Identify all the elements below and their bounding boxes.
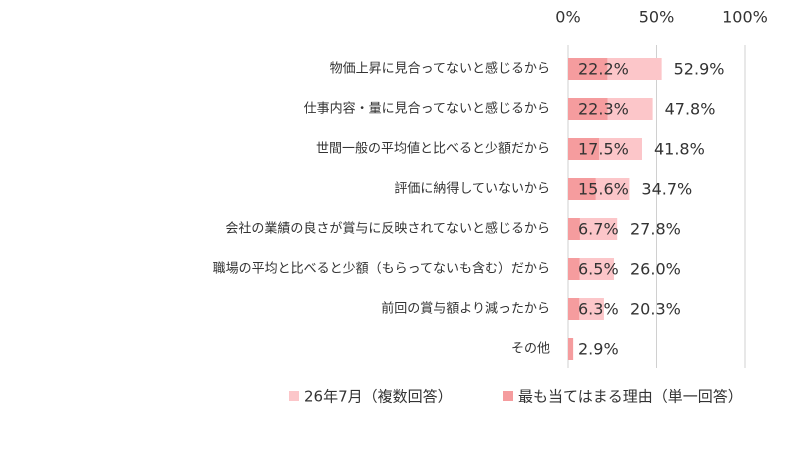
category-label: 前回の賞与額より減ったから: [381, 301, 550, 317]
value-label: 6.3%: [578, 300, 619, 319]
value-label: 26.0%: [630, 260, 681, 279]
x-tick-label: 50%: [639, 8, 675, 27]
value-label: 22.2%: [578, 60, 629, 79]
category-label: 会社の業績の良さが賞与に反映されてないと感じるから: [225, 221, 550, 237]
category-label: 仕事内容・量に見合ってないと感じるから: [304, 101, 550, 117]
value-label: 6.5%: [578, 260, 619, 279]
value-label: 27.8%: [630, 220, 681, 239]
bar: [568, 218, 580, 240]
bar: [568, 338, 574, 360]
bar: [568, 58, 608, 80]
legend-label: 26年7月（複数回答）: [304, 388, 453, 406]
category-label: 評価に納得していないから: [394, 181, 550, 197]
legend-swatch: [503, 391, 513, 401]
bar: [568, 178, 596, 200]
bar: [568, 218, 618, 240]
bar: [568, 298, 580, 320]
legend-label: 最も当てはまる理由（単一回答）: [518, 388, 743, 406]
value-label: 15.6%: [578, 180, 629, 199]
value-label: 2.9%: [578, 340, 619, 359]
value-label: 34.7%: [641, 180, 692, 199]
x-tick-label: 0%: [555, 8, 580, 27]
bar: [568, 98, 608, 120]
category-label: 物価上昇に見合ってないと感じるから: [330, 61, 550, 77]
value-label: 41.8%: [654, 140, 705, 159]
category-label: 世間一般の平均値と比べると少額だから: [316, 141, 550, 157]
value-label: 6.7%: [578, 220, 619, 239]
value-label: 20.3%: [630, 300, 681, 319]
value-label: 17.5%: [578, 140, 629, 159]
value-label: 22.3%: [578, 100, 629, 119]
legend-swatch: [289, 391, 299, 401]
value-label: 47.8%: [665, 100, 716, 119]
value-label: 52.9%: [674, 60, 725, 79]
bar: [568, 258, 580, 280]
category-label: 職場の平均と比べると少額（もらってないも含む）だから: [213, 261, 550, 277]
bar: [568, 138, 599, 160]
category-label: その他: [511, 342, 550, 357]
x-tick-label: 100%: [722, 8, 768, 27]
